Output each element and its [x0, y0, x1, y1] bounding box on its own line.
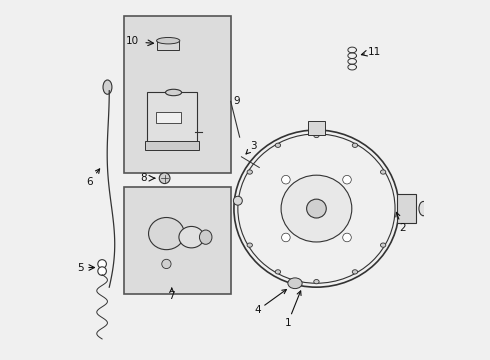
Bar — [396, 194, 416, 223]
Ellipse shape — [166, 89, 182, 96]
Ellipse shape — [157, 37, 180, 44]
Text: 1: 1 — [285, 291, 301, 328]
Text: 8: 8 — [140, 173, 147, 183]
Text: 10: 10 — [126, 36, 139, 46]
Ellipse shape — [314, 133, 319, 138]
Bar — [145, 141, 198, 150]
Text: 11: 11 — [368, 47, 382, 57]
Circle shape — [343, 233, 351, 242]
Ellipse shape — [148, 217, 184, 249]
Bar — [156, 112, 181, 123]
Ellipse shape — [275, 270, 281, 274]
FancyBboxPatch shape — [147, 93, 197, 146]
Ellipse shape — [233, 196, 243, 205]
Ellipse shape — [380, 243, 386, 247]
Circle shape — [98, 260, 106, 268]
Ellipse shape — [314, 279, 319, 284]
Ellipse shape — [352, 270, 358, 274]
FancyBboxPatch shape — [123, 187, 231, 294]
Text: 3: 3 — [246, 141, 257, 154]
Circle shape — [162, 259, 171, 269]
Bar — [308, 121, 325, 135]
Ellipse shape — [103, 80, 112, 94]
Ellipse shape — [247, 170, 252, 174]
Ellipse shape — [247, 243, 252, 247]
Text: 7: 7 — [169, 288, 175, 301]
Text: 6: 6 — [86, 169, 99, 187]
FancyBboxPatch shape — [123, 16, 231, 173]
Ellipse shape — [199, 230, 212, 244]
Circle shape — [282, 233, 290, 242]
Circle shape — [343, 175, 351, 184]
Ellipse shape — [281, 175, 352, 242]
Ellipse shape — [179, 226, 204, 248]
Text: 9: 9 — [234, 96, 241, 107]
Ellipse shape — [380, 170, 386, 174]
Ellipse shape — [234, 130, 399, 287]
Circle shape — [282, 175, 290, 184]
Text: 5: 5 — [77, 262, 84, 273]
Ellipse shape — [307, 199, 326, 218]
Text: 2: 2 — [396, 212, 406, 233]
Ellipse shape — [288, 278, 302, 289]
Text: 4: 4 — [254, 289, 286, 315]
Circle shape — [159, 173, 170, 184]
Ellipse shape — [419, 202, 428, 216]
Bar — [157, 41, 179, 50]
Ellipse shape — [352, 143, 358, 148]
Circle shape — [98, 267, 106, 275]
Ellipse shape — [275, 143, 281, 148]
